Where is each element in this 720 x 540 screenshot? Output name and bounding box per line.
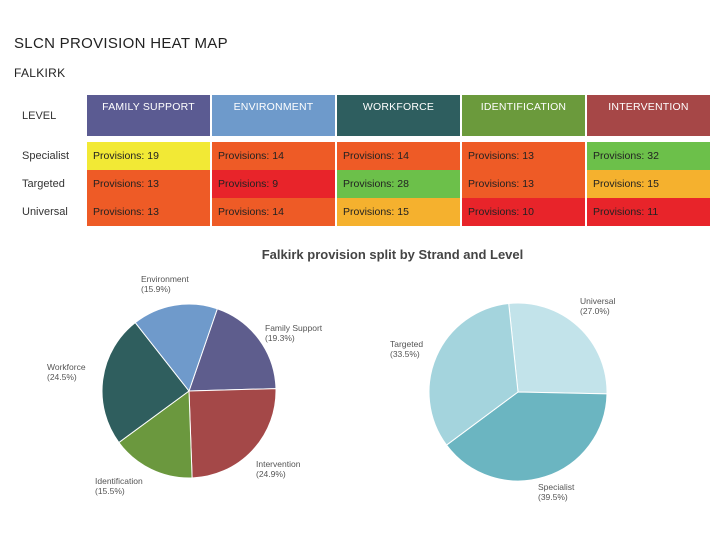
row-label-universal: Universal: [22, 206, 68, 218]
pie-label-name: Environment: [141, 274, 189, 284]
heat-cell: Provisions: 13: [87, 198, 210, 226]
heat-map-header-row: LEVEL FAMILY SUPPORT ENVIRONMENT WORKFOR…: [22, 95, 712, 136]
heat-map-row-specialist: Specialist Provisions: 19 Provisions: 14…: [22, 142, 712, 170]
pie-slice-intervention: [188, 388, 277, 479]
heat-map-row-universal: Universal Provisions: 13 Provisions: 14 …: [22, 198, 712, 226]
heat-map-row-targeted: Targeted Provisions: 13 Provisions: 9 Pr…: [22, 170, 712, 198]
pie-label-name: Targeted: [390, 339, 423, 349]
heat-cell: Provisions: 15: [587, 170, 710, 198]
heat-cell: Provisions: 28: [337, 170, 460, 198]
pie-label-percent: (24.5%): [47, 372, 77, 382]
pie-slice-universal: [508, 302, 608, 395]
heat-cell: Provisions: 13: [462, 142, 585, 170]
page-title: SLCN PROVISION HEAT MAP: [14, 35, 228, 52]
heat-cell: Provisions: 14: [337, 142, 460, 170]
column-header-family-support: FAMILY SUPPORT: [87, 95, 210, 136]
pie-slice-specialist: [445, 391, 608, 482]
pie-slice-identification: [118, 390, 193, 479]
pie-label-percent: (19.3%): [265, 333, 295, 343]
pie-label-percent: (33.5%): [390, 349, 420, 359]
page-subtitle: FALKIRK: [14, 66, 66, 80]
row-label-targeted: Targeted: [22, 178, 65, 190]
heat-cell: Provisions: 32: [587, 142, 710, 170]
heat-cell: Provisions: 15: [337, 198, 460, 226]
heat-cell: Provisions: 13: [87, 170, 210, 198]
pie-label-name: Workforce: [47, 362, 86, 372]
pie-label-name: Family Support: [265, 323, 323, 333]
pie-label-name: Intervention: [256, 459, 301, 469]
heat-cell: Provisions: 19: [87, 142, 210, 170]
pie-slice-workforce: [101, 321, 190, 444]
heat-map-table: LEVEL FAMILY SUPPORT ENVIRONMENT WORKFOR…: [22, 95, 712, 226]
pie-chart-title: Falkirk provision split by Strand and Le…: [261, 247, 524, 262]
heat-cell: Provisions: 11: [587, 198, 710, 226]
strand-pie-chart: [101, 303, 277, 479]
row-label-specialist: Specialist: [22, 150, 70, 162]
heat-cell: Provisions: 9: [212, 170, 335, 198]
column-header-identification: IDENTIFICATION: [462, 95, 585, 136]
pie-label-name: Identification: [95, 476, 143, 486]
column-header-workforce: WORKFORCE: [337, 95, 460, 136]
pie-label-percent: (39.5%): [538, 492, 568, 502]
heat-cell: Provisions: 14: [212, 142, 335, 170]
pie-label-percent: (24.9%): [256, 469, 286, 479]
pie-label-name: Specialist: [538, 482, 575, 492]
column-header-intervention: INTERVENTION: [587, 95, 710, 136]
column-header-environment: ENVIRONMENT: [212, 95, 335, 136]
heat-cell: Provisions: 13: [462, 170, 585, 198]
pie-slice-environment: [134, 303, 218, 393]
pie-slice-targeted: [428, 302, 519, 446]
heat-cell: Provisions: 10: [462, 198, 585, 226]
level-pie-chart: [428, 302, 608, 482]
pie-label-percent: (15.9%): [141, 284, 171, 294]
level-header: LEVEL: [22, 109, 57, 122]
pie-label-name: Universal: [580, 296, 616, 306]
pie-label-percent: (27.0%): [580, 306, 610, 316]
pie-label-percent: (15.5%): [95, 486, 125, 496]
heat-cell: Provisions: 14: [212, 198, 335, 226]
